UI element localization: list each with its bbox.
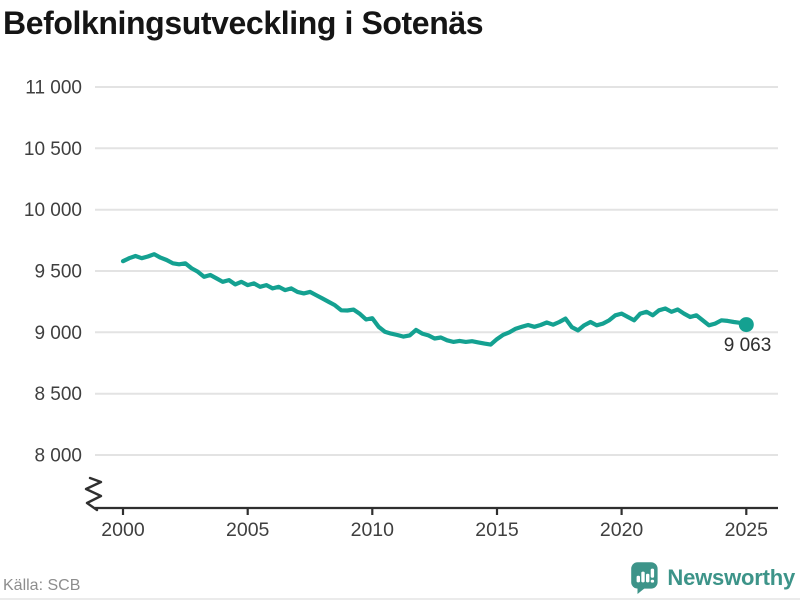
end-value-label: 9 063 xyxy=(724,335,772,356)
chart-title: Befolkningsutveckling i Sotenäs xyxy=(3,5,484,41)
x-tick-label: 2015 xyxy=(475,519,519,541)
window-bottom-edge xyxy=(0,598,800,600)
y-axis-break-icon xyxy=(84,476,103,512)
newsworthy-logo-text: Newsworthy xyxy=(667,565,795,590)
y-tick-label: 11 000 xyxy=(25,78,82,99)
end-point-dot xyxy=(738,317,754,333)
y-tick-label: 8 500 xyxy=(34,384,82,405)
x-tick-label: 2010 xyxy=(351,519,395,541)
x-tick-label: 2020 xyxy=(600,519,644,541)
population-line xyxy=(120,252,749,347)
newsworthy-logo: Newsworthy xyxy=(630,561,795,595)
source-label: Källa: SCB xyxy=(3,577,81,594)
y-tick-label: 8 000 xyxy=(34,446,82,467)
y-gridlines xyxy=(95,86,778,456)
y-tick-label: 10 500 xyxy=(24,139,82,160)
newsworthy-bubble-barchart-icon xyxy=(631,562,659,594)
y-tick-label: 10 000 xyxy=(24,200,82,221)
y-axis-labels: 8 000 8 500 9 000 9 500 10 000 10 500 11 000 xyxy=(24,78,82,467)
x-axis-labels: 2000 2005 2010 2015 2020 2025 xyxy=(101,519,768,541)
x-tick-label: 2000 xyxy=(101,519,145,541)
x-axis-ticks xyxy=(121,508,748,515)
x-tick-label: 2025 xyxy=(725,519,769,541)
x-tick-label: 2005 xyxy=(226,519,270,541)
y-tick-label: 9 500 xyxy=(34,262,82,283)
y-tick-label: 9 000 xyxy=(34,323,82,344)
